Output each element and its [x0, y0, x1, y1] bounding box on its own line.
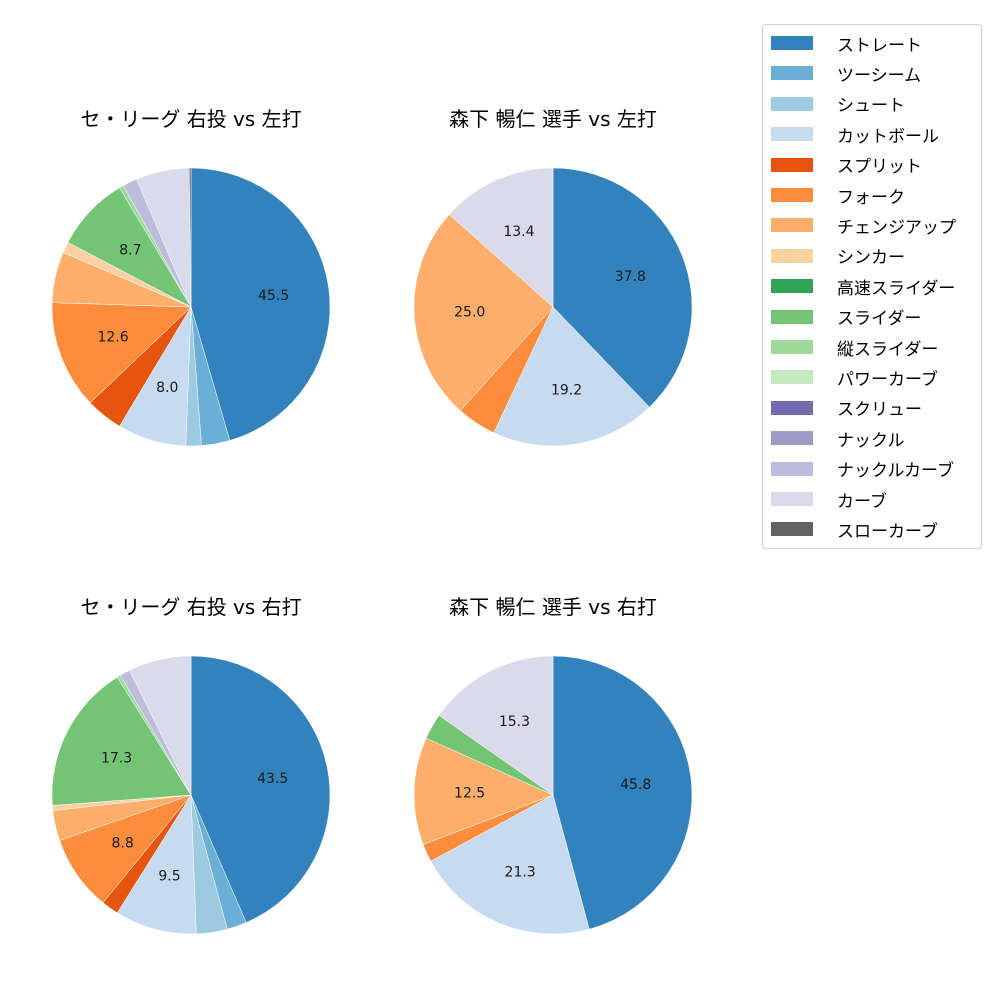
legend-swatch: [771, 522, 813, 537]
legend-item: カットボール: [771, 122, 939, 147]
legend-label: スライダー: [837, 309, 922, 330]
pie-slice: [51, 676, 192, 806]
pie-slice: [552, 167, 693, 408]
pie-chart: 45.5 8.0 12.6 8.7: [51, 167, 331, 447]
legend-label: ナックルカーブ: [837, 461, 954, 482]
legend-label: フォーク: [837, 187, 905, 208]
legend-swatch: [771, 279, 813, 294]
pie-slice: [190, 167, 331, 441]
legend-swatch: [771, 248, 813, 263]
chart-title: セ・リーグ 右投 vs 右打: [80, 595, 302, 619]
legend-item: シュート: [771, 92, 905, 116]
legend-label: カーブ: [837, 491, 887, 512]
legend-swatch: [771, 431, 813, 446]
legend-item: カーブ: [771, 487, 887, 512]
legend-swatch: [771, 218, 813, 233]
pie-slice: [51, 302, 192, 404]
legend-label: チェンジアップ: [837, 217, 956, 238]
slice-percent-label: 15.3: [499, 714, 530, 730]
legend-item: チェンジアップ: [771, 213, 956, 238]
pie-slice: [552, 655, 693, 930]
legend-item: シンカー: [771, 244, 905, 268]
slice-percent-label: 12.6: [97, 330, 128, 346]
pie-slice: [430, 794, 590, 935]
legend-label: 縦スライダー: [837, 339, 939, 360]
slice-percent-label: 45.5: [258, 288, 289, 304]
pie-slice: [129, 655, 192, 796]
slice-percent-label: 43.5: [257, 771, 288, 787]
slice-percent-label: 12.5: [454, 786, 485, 802]
pie-slice: [413, 737, 554, 845]
slice-percent-label: 45.8: [620, 777, 651, 793]
legend-label: パワーカーブ: [837, 369, 938, 390]
pie-chart: 43.5 9.5 8.8 17.3: [51, 655, 331, 935]
legend-swatch: [771, 340, 813, 354]
legend-item: スクリュー: [771, 396, 922, 420]
chart-title: 森下 暢仁 選手 vs 左打: [449, 107, 657, 131]
slice-percent-label: 13.4: [503, 224, 534, 240]
legend-item: スライダー: [771, 305, 921, 329]
legend-item: ストレート: [771, 31, 922, 56]
legend-label: シュート: [837, 96, 905, 117]
legend-swatch: [771, 96, 813, 111]
legend-swatch: [771, 66, 813, 81]
legend-label: ナックル: [837, 430, 905, 451]
slice-percent-label: 37.8: [615, 269, 646, 285]
pie-chart: 37.8 19.2 25.0 13.4: [413, 167, 693, 447]
slice-percent-label: 17.3: [101, 750, 132, 766]
pie-slice: [190, 655, 331, 923]
legend-item: ナックル: [771, 426, 905, 451]
legend-swatch: [771, 492, 813, 506]
slice-percent-label: 9.5: [158, 869, 180, 885]
legend-swatch: [771, 309, 813, 324]
slice-percent-label: 19.2: [551, 382, 582, 398]
legend-swatch: [771, 461, 813, 476]
slice-percent-label: 8.0: [156, 380, 178, 396]
legend-item: 縦スライダー: [771, 335, 939, 360]
slice-percent-label: 8.8: [111, 836, 133, 852]
slice-percent-label: 8.7: [119, 243, 141, 259]
legend-label: スクリュー: [837, 400, 922, 421]
pie-slice: [188, 167, 192, 308]
legend-item: 高速スライダー: [771, 274, 956, 299]
chart-title: セ・リーグ 右投 vs 左打: [80, 107, 302, 131]
legend-item: ナックルカーブ: [771, 457, 954, 481]
pie-slice: [448, 167, 554, 308]
legend-item: フォーク: [771, 183, 905, 208]
legend-swatch: [771, 188, 813, 202]
pie-slice: [493, 306, 650, 447]
legend-label: シンカー: [837, 248, 905, 269]
pie-slice: [438, 655, 554, 796]
legend-item: スプリット: [771, 153, 922, 177]
legend-item: パワーカーブ: [771, 365, 938, 390]
slice-percent-label: 21.3: [505, 865, 536, 881]
legend-swatch: [771, 370, 813, 385]
legend-item: ツーシーム: [771, 61, 922, 86]
legend-swatch: [771, 36, 813, 50]
chart-title: 森下 暢仁 選手 vs 右打: [449, 595, 657, 619]
legend-swatch: [771, 127, 813, 142]
pie-slice: [116, 794, 197, 935]
legend-label: ツーシーム: [837, 65, 922, 86]
legend-item: スローカーブ: [771, 517, 938, 542]
legend-swatch: [771, 157, 813, 172]
legend-label: カットボール: [837, 126, 939, 147]
pie-chart: 45.8 21.3 12.5 15.3: [413, 655, 693, 935]
legend-swatch: [771, 400, 813, 415]
legend: ストレートツーシームシュートカットボール スプリットフォークチェンジアップ シンカー…: [762, 24, 982, 549]
slice-percent-label: 25.0: [454, 305, 485, 321]
legend-label: 高速スライダー: [837, 278, 956, 299]
legend-label: スプリット: [837, 157, 922, 178]
pie-slice: [413, 214, 554, 412]
legend-label: スローカーブ: [837, 521, 938, 542]
legend-label: ストレート: [837, 35, 922, 56]
